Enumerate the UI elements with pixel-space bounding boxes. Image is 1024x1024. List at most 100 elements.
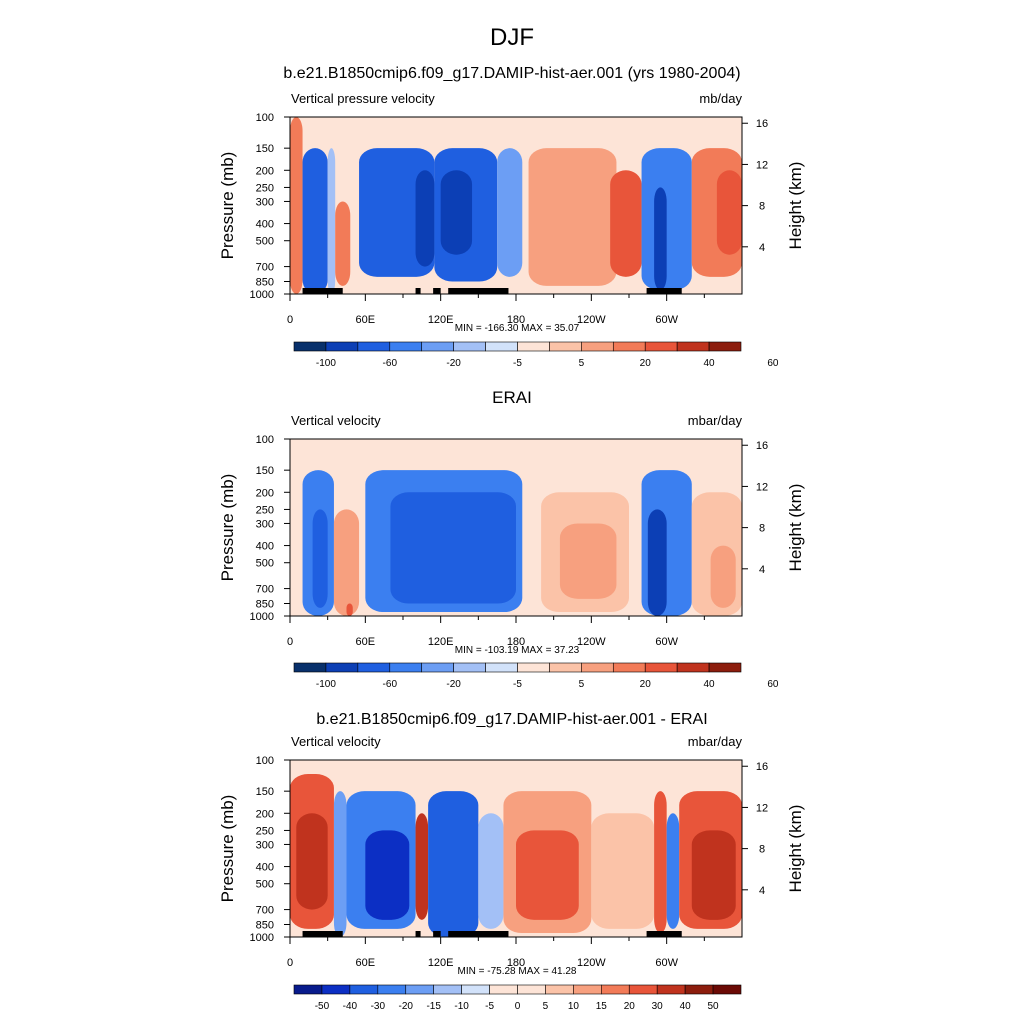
colorbar-label: 40 [704, 358, 716, 369]
colorbar-box [405, 984, 434, 995]
contour-region [716, 170, 742, 255]
colorbar-box [349, 984, 379, 995]
colorbar-label: -30 [371, 1001, 386, 1012]
x-tick-label: 120E [428, 957, 454, 969]
y-axis-label: Pressure (mb) [218, 795, 237, 903]
land-mask [646, 931, 682, 937]
y-tick-label: 1000 [250, 932, 274, 944]
colorbar-box [293, 662, 327, 673]
panel-title: ERAI [492, 388, 532, 407]
contour-region [610, 170, 642, 277]
y2-tick-label: 12 [756, 159, 768, 171]
colorbar-box [321, 984, 351, 995]
colorbar-box [453, 341, 486, 352]
colorbar: -100 -60 -20 -5 5 20 40 60 [293, 341, 779, 369]
colorbar-label: -100 [316, 358, 336, 369]
colorbar-label: 60 [767, 358, 779, 369]
panel-title: b.e21.B1850cmip6.f09_g17.DAMIP-hist-aer.… [316, 711, 707, 728]
colorbar-box [628, 984, 658, 995]
panel-left-label: Vertical velocity [291, 734, 381, 749]
colorbar-box [517, 341, 550, 352]
x-tick-label: 60W [655, 957, 678, 969]
colorbar-label: -5 [513, 679, 522, 690]
x-tick-label: 120E [428, 636, 454, 648]
x-tick-label: 0 [287, 636, 293, 648]
colorbar-box [612, 341, 646, 352]
y-tick-label: 100 [256, 434, 274, 446]
y-tick-label: 850 [256, 920, 274, 932]
y2-tick-label: 4 [759, 564, 765, 576]
y-tick-label: 200 [256, 808, 274, 820]
panel-right-label: mbar/day [688, 413, 743, 428]
y-tick-label: 250 [256, 182, 274, 194]
colorbar-label: 5 [579, 358, 585, 369]
colorbar-box [712, 984, 742, 995]
main-title: DJF [490, 24, 534, 51]
colorbar-box [581, 662, 614, 673]
colorbar-box [293, 984, 323, 995]
colorbar-box [676, 341, 710, 352]
y-tick-label: 700 [256, 262, 274, 274]
contour-region [691, 830, 736, 920]
colorbar-label: 20 [640, 358, 652, 369]
contour-region [440, 170, 473, 255]
colorbar-box [325, 662, 359, 673]
y-tick-label: 850 [256, 599, 274, 611]
contour-region [346, 603, 353, 616]
colorbar-box [549, 662, 582, 673]
min-max-stats: MIN = -166.30 MAX = 35.07 [455, 323, 580, 334]
contour-region [312, 509, 328, 608]
panel-left-label: Vertical velocity [291, 413, 381, 428]
x-tick-label: 60W [655, 636, 678, 648]
contour-region [710, 545, 736, 608]
colorbar-label: -60 [383, 358, 398, 369]
colorbar-box [357, 341, 391, 352]
colorbar-label: 40 [704, 679, 716, 690]
contour-region [415, 170, 435, 267]
y-tick-label: 250 [256, 504, 274, 516]
contour-region [350, 117, 366, 149]
x-tick-label: 60E [356, 636, 376, 648]
x-tick-label: 180 [507, 636, 525, 648]
colorbar-label: -100 [316, 679, 336, 690]
colorbar-box [293, 341, 327, 352]
colorbar-label: 50 [708, 1001, 720, 1012]
panel-left-label: Vertical pressure velocity [291, 91, 435, 106]
y-tick-label: 500 [256, 879, 274, 891]
colorbar-box [453, 662, 486, 673]
colorbar-label: -20 [399, 1001, 414, 1012]
y-tick-label: 200 [256, 165, 274, 177]
y-tick-label: 300 [256, 839, 274, 851]
contour-region [335, 201, 351, 286]
colorbar-box [357, 662, 391, 673]
colorbar-label: 10 [568, 1001, 580, 1012]
contour-region [390, 492, 516, 604]
colorbar-label: -20 [446, 679, 461, 690]
colorbar: -100 -60 -20 -5 5 20 40 60 [293, 662, 779, 690]
y-tick-label: 100 [256, 755, 274, 767]
colorbar-box [612, 662, 646, 673]
contour-region [559, 523, 617, 599]
land-mask [448, 931, 509, 937]
x-tick-label: 120E [428, 314, 454, 326]
colorbar-label: -40 [343, 1001, 358, 1012]
y2-tick-label: 12 [756, 481, 768, 493]
colorbar-box [461, 984, 490, 995]
x-tick-label: 60E [356, 957, 376, 969]
x-tick-label: 120W [577, 314, 606, 326]
land-mask [415, 931, 421, 937]
y-tick-label: 200 [256, 487, 274, 499]
field [302, 470, 742, 616]
y-tick-label: 150 [256, 786, 274, 798]
x-tick-label: 60E [356, 314, 376, 326]
colorbar-box [545, 984, 574, 995]
contour-region [296, 813, 328, 910]
colorbar-label: -50 [315, 1001, 330, 1012]
colorbar-box [549, 341, 582, 352]
contour-region [497, 148, 523, 277]
y-tick-label: 250 [256, 825, 274, 837]
colorbar-box [644, 341, 678, 352]
y2-tick-label: 4 [759, 885, 765, 897]
contour-region [415, 813, 429, 920]
panel-3: b.e21.B1850cmip6.f09_g17.DAMIP-hist-aer.… [218, 711, 805, 1012]
